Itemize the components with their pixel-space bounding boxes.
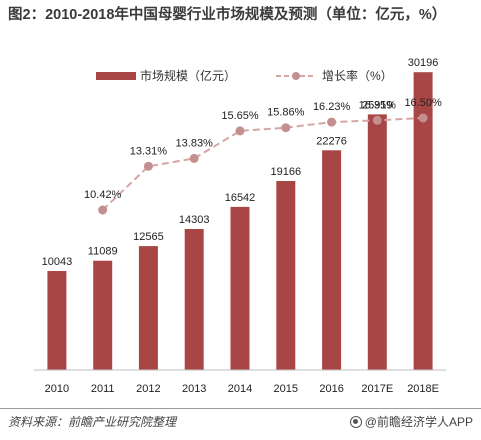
x-tick-label: 2015 (274, 383, 298, 395)
x-tick-label: 2018E (407, 383, 439, 395)
bar-2013 (184, 229, 204, 370)
growth-rate-label: 13.83% (176, 137, 214, 149)
growth-point-2017E (372, 115, 382, 125)
bar-2011 (93, 260, 113, 370)
legend-bar-swatch (96, 72, 136, 80)
growth-point-2014 (235, 126, 245, 136)
bar-2016 (322, 150, 342, 370)
chart-canvas: 市场规模（亿元） 增长率（%） 10043 11089 12565 14303 1654… (34, 57, 446, 395)
bar-value-label: 25919 (362, 99, 393, 111)
bar-value-label: 19166 (271, 166, 302, 178)
bar-2014 (230, 206, 250, 370)
chart-title: 图2：2010-2018年中国母婴行业市场规模及预测（单位：亿元，%） (8, 7, 447, 23)
bar-2015 (276, 181, 296, 370)
growth-point-2012 (143, 161, 153, 171)
x-tick-label: 2016 (319, 383, 343, 395)
x-tick-label: 2017E (361, 383, 393, 395)
legend-line-label: 增长率（%） (322, 68, 393, 83)
legend: 市场规模（亿元） 增长率（%） (96, 68, 393, 83)
bar-value-label: 11089 (88, 246, 118, 258)
growth-rate-label: 10.42% (84, 189, 122, 201)
growth-point-2016 (327, 117, 337, 127)
bar-value-label: 14303 (179, 214, 210, 226)
bar-value-label: 16542 (225, 192, 256, 204)
x-tick-label: 2014 (228, 383, 252, 395)
credit-text: @前瞻经济学人APP (364, 415, 473, 429)
legend-line-marker (292, 72, 300, 80)
growth-rate-label: 15.86% (267, 107, 305, 119)
bar-2012 (138, 246, 158, 370)
growth-rate-label: 16.23% (313, 101, 351, 113)
footer-divider (0, 408, 481, 409)
bar-value-label: 30196 (408, 57, 439, 69)
x-tick-label: 2010 (45, 383, 69, 395)
growth-rate-label: 13.31% (130, 145, 168, 157)
growth-rate-line (102, 117, 424, 211)
x-tick-label: 2012 (136, 383, 160, 395)
x-tick-label: 2011 (91, 383, 115, 395)
source-note: 资料来源：前瞻产业研究院整理 (8, 415, 177, 429)
growth-rate-label: 16.50% (404, 97, 442, 109)
growth-point-2015 (281, 123, 291, 133)
growth-point-2013 (189, 153, 199, 163)
legend-bar-label: 市场规模（亿元） (140, 68, 236, 83)
credit-logo-icon (349, 415, 362, 428)
growth-point-2018E (418, 113, 428, 123)
bar-2018E (413, 72, 433, 370)
bar-value-label: 22276 (316, 135, 347, 147)
bar-value-label: 12565 (133, 231, 164, 243)
growth-rate-label: 16.35% (359, 99, 397, 111)
bar-value-label: 10043 (42, 256, 73, 268)
x-tick-label: 2013 (182, 383, 206, 395)
bar-2010 (47, 271, 67, 370)
credit: @前瞻经济学人APP (349, 413, 473, 430)
bar-2017E (367, 114, 387, 371)
growth-point-2011 (98, 205, 108, 215)
growth-rate-label: 15.65% (221, 110, 259, 122)
